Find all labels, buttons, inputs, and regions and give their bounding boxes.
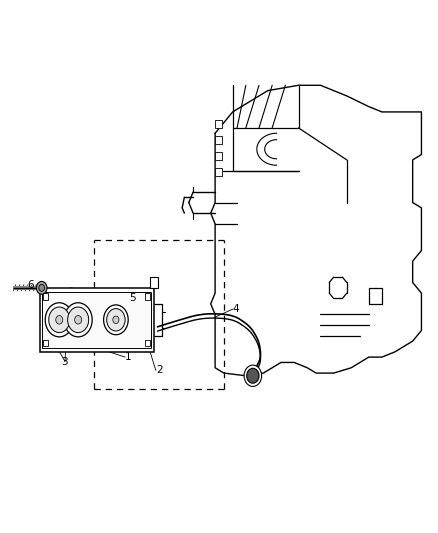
Circle shape (106, 309, 125, 331)
Bar (39, 288, 153, 352)
Bar (150, 277, 158, 288)
Circle shape (39, 284, 45, 292)
Bar (43, 340, 48, 346)
Text: 3: 3 (61, 357, 68, 367)
Text: 4: 4 (232, 304, 239, 314)
Circle shape (113, 316, 119, 324)
Bar (43, 293, 48, 300)
Bar (145, 340, 150, 346)
Text: 6: 6 (27, 280, 34, 290)
Circle shape (67, 307, 88, 333)
Circle shape (244, 365, 261, 386)
Circle shape (45, 303, 73, 337)
Circle shape (36, 281, 47, 294)
Circle shape (64, 303, 92, 337)
Text: 1: 1 (125, 352, 131, 362)
Circle shape (74, 316, 81, 324)
Bar (145, 293, 150, 300)
Bar (215, 152, 221, 160)
Text: 2: 2 (155, 365, 162, 375)
Bar (42, 292, 151, 348)
Circle shape (246, 368, 258, 383)
Circle shape (103, 305, 128, 335)
Circle shape (56, 316, 63, 324)
Circle shape (49, 307, 70, 333)
Bar (215, 136, 221, 144)
Bar (215, 120, 221, 128)
Text: 5: 5 (129, 293, 136, 303)
Bar (215, 168, 221, 176)
